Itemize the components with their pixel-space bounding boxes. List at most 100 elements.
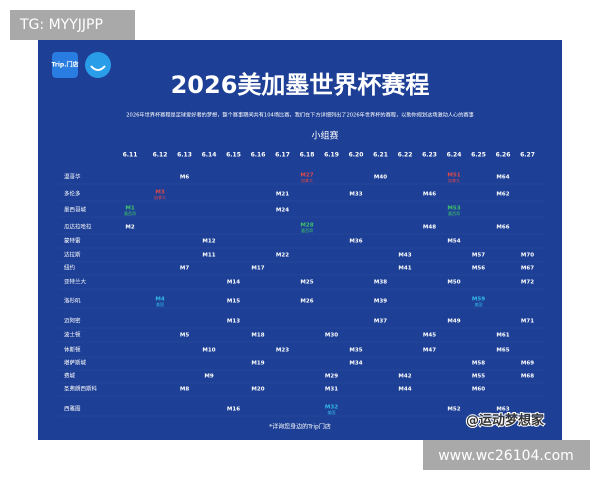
city: 瓜达拉哈拉 (64, 223, 92, 231)
match: M54 (447, 239, 460, 245)
date: 6.22 (398, 152, 413, 159)
logo: Trip.门店 (51, 61, 78, 69)
city: 费城 (64, 372, 76, 380)
match: M2 (125, 225, 134, 231)
host-match: M4 (155, 297, 164, 303)
match: M56 (472, 266, 485, 272)
tag: TG: MYYJJPP (19, 17, 103, 33)
match: M6 (180, 175, 189, 181)
city: 蒙特雷 (64, 237, 81, 245)
match: M33 (349, 192, 362, 198)
watermark: @运动梦想家 (466, 413, 545, 429)
match: M37 (374, 319, 387, 325)
match: M64 (496, 175, 509, 181)
date: 6.14 (202, 152, 217, 159)
match: M40 (374, 175, 387, 181)
stage: 小组赛 (311, 130, 338, 142)
match: M55 (472, 374, 485, 380)
date: 6.23 (422, 152, 437, 159)
match: M5 (180, 333, 189, 339)
match: M29 (325, 374, 338, 380)
host-note: 墨西哥 (301, 227, 313, 233)
match: M50 (447, 280, 460, 286)
date: 6.18 (300, 152, 315, 159)
match: M44 (398, 387, 411, 393)
host-note: 加拿大 (154, 194, 166, 200)
match: M42 (398, 374, 411, 380)
host-match: M59 (472, 297, 485, 303)
date: 6.24 (447, 152, 462, 159)
match: M72 (521, 280, 534, 286)
date: 6.12 (153, 152, 168, 159)
city: 达拉斯 (64, 251, 81, 259)
city: 洛杉矶 (64, 297, 81, 305)
host-note: 美国 (475, 301, 483, 307)
match: M45 (423, 333, 436, 339)
match: M62 (496, 192, 509, 198)
match: M39 (374, 299, 387, 305)
city: 西雅图 (64, 405, 81, 413)
match: M41 (398, 266, 411, 272)
city: 波士顿 (64, 331, 81, 339)
date: 6.25 (471, 152, 486, 159)
match: M23 (276, 348, 289, 354)
host-match: M53 (447, 206, 460, 212)
poster (38, 40, 562, 440)
site-box (423, 440, 590, 470)
date: 6.19 (324, 152, 339, 159)
match: M35 (349, 348, 362, 354)
host-match: M32 (325, 405, 338, 411)
title: 2026美加墨世界杯赛程 (171, 71, 430, 99)
city: 圣弗朗西斯科 (64, 385, 98, 393)
host-note: 墨西哥 (448, 210, 460, 216)
schedule-table: 6.11 6.12 6.13 6.14 6.15 6.16 6.17 6.18 6.19 6.20… (58, 152, 545, 417)
match: M34 (349, 361, 362, 367)
match: M11 (202, 253, 215, 259)
date: 6.27 (520, 152, 535, 159)
match: M21 (276, 192, 289, 198)
host-note: 加拿大 (301, 177, 313, 183)
match: M18 (251, 333, 264, 339)
match: M30 (325, 333, 338, 339)
host-note: 加拿大 (448, 177, 460, 183)
match: M7 (180, 266, 189, 272)
match: M31 (325, 387, 338, 393)
match: M69 (521, 361, 534, 367)
tag-box (10, 10, 135, 40)
match: M19 (251, 361, 264, 367)
match: M16 (227, 407, 240, 413)
city: 亚特兰大 (64, 278, 87, 286)
host-note: 墨西哥 (124, 210, 136, 216)
logo-box (52, 52, 78, 78)
match: M61 (496, 333, 509, 339)
match: M58 (472, 361, 485, 367)
logo-icon (85, 52, 111, 78)
date: 6.16 (251, 152, 266, 159)
match: M24 (276, 208, 289, 214)
host-match: M3 (155, 190, 164, 196)
match: M25 (300, 280, 313, 286)
host-match: M1 (125, 206, 134, 212)
host-note: 美国 (156, 301, 164, 307)
match: M49 (447, 319, 460, 325)
match: M70 (521, 253, 534, 259)
match: M13 (227, 319, 240, 325)
match: M17 (251, 266, 264, 272)
match: M63 (496, 407, 509, 413)
match: M52 (447, 407, 460, 413)
match: M20 (251, 387, 264, 393)
city: 多伦多 (64, 190, 81, 198)
date: 6.26 (496, 152, 511, 159)
match: M36 (349, 239, 362, 245)
host-match: M27 (300, 173, 313, 179)
match: M26 (300, 299, 313, 305)
logo-smile (90, 65, 106, 71)
match: M14 (227, 280, 240, 286)
match: M43 (398, 253, 411, 259)
match: M48 (423, 225, 436, 231)
date: 6.15 (226, 152, 241, 159)
host-match: M28 (300, 223, 313, 229)
city: 温哥华 (64, 173, 81, 181)
